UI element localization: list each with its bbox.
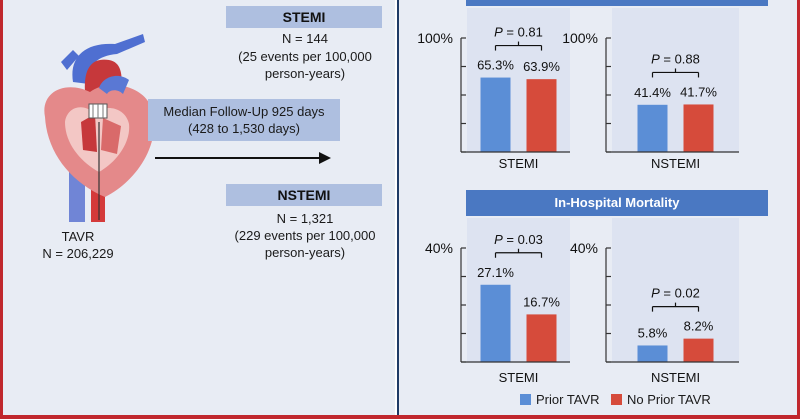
stemi-label-box: STEMI — [226, 6, 382, 28]
chart-1-panel-1-value-label-0: 5.8% — [638, 325, 668, 340]
heart-illustration-icon — [44, 34, 155, 222]
left-panel: TAVR N = 206,229 STEMI N = 144 (25 event… — [3, 0, 395, 415]
chart-0-panel-1-p-value: P = 0.88 — [651, 51, 700, 66]
legend-no-prior: No Prior TAVR — [611, 392, 711, 407]
chart-0-panel-1-bar-0 — [637, 104, 668, 152]
followup-line1: Median Follow-Up 925 days — [163, 104, 325, 119]
tavr-count: N = 206,229 — [42, 246, 114, 261]
chart-0-panel-0-p-value: P = 0.81 — [494, 25, 543, 40]
legend-prior-label: Prior TAVR — [536, 392, 600, 407]
followup-box: Median Follow-Up 925 days (428 to 1,530 … — [148, 99, 340, 141]
chart-1-panel-1-p-value: P = 0.02 — [651, 286, 700, 301]
timeline-arrow-line — [155, 157, 321, 159]
chart-1-panel-1-bar-1 — [683, 338, 714, 362]
chart-0-panel-1-value-label-0: 41.4% — [634, 85, 671, 100]
tavr-label: TAVR — [61, 229, 95, 244]
stemi-rate-line1: (25 events per 100,000 — [238, 49, 372, 64]
chart-0-panel-1-ymax-label: 100% — [562, 30, 598, 46]
frame-right-border — [797, 0, 800, 419]
frame-left-border — [0, 0, 3, 419]
chart-0-panel-0-ymax-label: 100% — [417, 30, 453, 46]
chart-1-panel-0-value-label-1: 16.7% — [523, 294, 560, 309]
chart-1-panel-1-ymax-label: 40% — [570, 240, 598, 256]
chart-1-panel-1-value-label-1: 8.2% — [684, 319, 714, 334]
chart-1-panel-1-bg — [612, 218, 739, 362]
chart-0-panel-1-value-label-1: 41.7% — [680, 84, 717, 99]
chart-0-panel-0-value-label-0: 65.3% — [477, 58, 514, 73]
chart-1-panel-0-xlabel: STEMI — [499, 370, 539, 385]
arrow-right-icon — [319, 152, 331, 164]
bottom-border — [0, 415, 800, 419]
chart-0-panel-1-bg — [612, 8, 739, 152]
charts-svg: 100% 65.3% 63.9% P = 0.81 STEMI 100% 41.4% 41.7… — [417, 8, 739, 385]
stemi-count: N = 144 — [282, 31, 328, 46]
chart-1-panel-0-ymax-label: 40% — [425, 240, 453, 256]
chart-0-panel-0-bar-1 — [526, 79, 557, 152]
chart-0-panel-0-value-label-1: 63.9% — [523, 59, 560, 74]
nstemi-label-box: NSTEMI — [226, 184, 382, 206]
nstemi-rate-line2: person-years) — [264, 245, 346, 260]
chart-0-panel-1-bar-1 — [683, 104, 714, 152]
legend-prior: Prior TAVR — [520, 392, 600, 407]
chart-0-panel-0-bar-0 — [480, 77, 511, 152]
chart-1-panel-1-xlabel: NSTEMI — [651, 370, 700, 385]
followup-line2: (428 to 1,530 days) — [187, 121, 301, 136]
chart-1-panel-0-value-label-0: 27.1% — [477, 265, 514, 280]
chart-0-panel-1-xlabel: NSTEMI — [651, 156, 700, 171]
stemi-rate-line2: person-years) — [264, 66, 346, 81]
chart-1-panel-0-bar-1 — [526, 314, 557, 362]
chart-1-panel-1-bar-0 — [637, 345, 668, 362]
chart-0-panel-0-xlabel: STEMI — [499, 156, 539, 171]
mortality-header: In-Hospital Mortality — [466, 190, 768, 216]
chart-1-panel-0-bar-0 — [480, 284, 511, 362]
legend-no-prior-label: No Prior TAVR — [627, 392, 711, 407]
nstemi-rate-line1: (229 events per 100,000 — [234, 228, 376, 243]
chart-1-panel-0-p-value: P = 0.03 — [494, 232, 543, 247]
legend-prior-swatch — [520, 394, 531, 405]
legend-no-prior-swatch — [611, 394, 622, 405]
top-chart-header — [466, 0, 768, 6]
nstemi-count: N = 1,321 — [276, 211, 334, 226]
panel-divider — [397, 0, 399, 419]
